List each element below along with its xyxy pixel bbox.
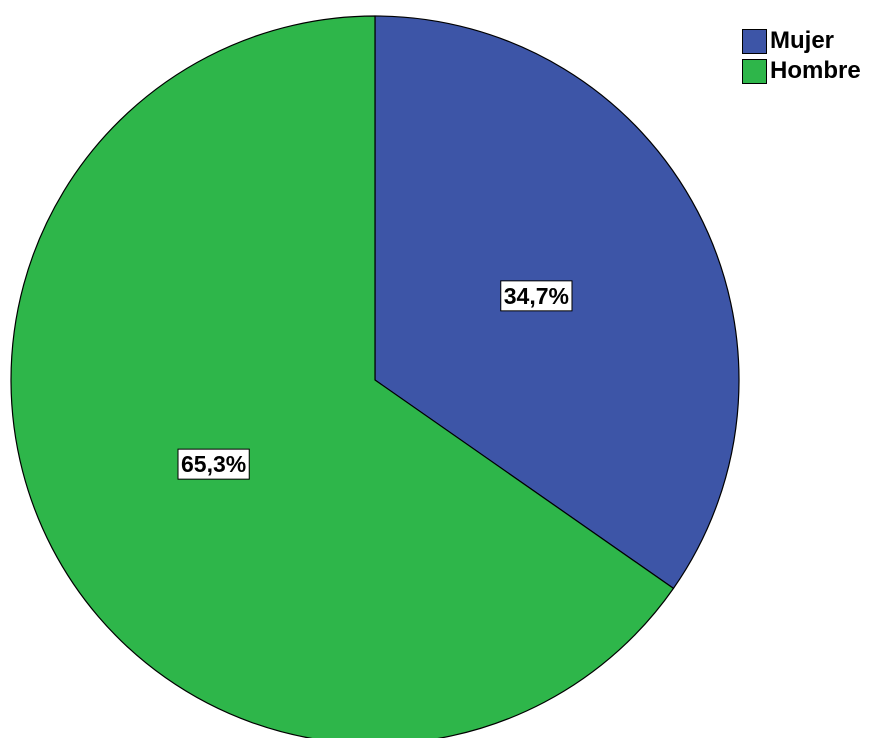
- legend-swatch-mujer: [742, 29, 767, 54]
- slice-label-hombre: 65,3%: [178, 449, 249, 479]
- legend-label-mujer: Mujer: [770, 29, 834, 53]
- pie-slices: [11, 16, 739, 738]
- legend-item-hombre: Hombre: [742, 56, 861, 86]
- legend-label-hombre: Hombre: [770, 59, 861, 83]
- legend-swatch-hombre: [742, 59, 767, 84]
- legend: Mujer Hombre: [742, 26, 861, 86]
- slice-label-mujer: 34,7%: [501, 281, 572, 311]
- slice-label-text: 34,7%: [504, 283, 569, 309]
- legend-item-mujer: Mujer: [742, 26, 861, 56]
- slice-label-text: 65,3%: [181, 451, 246, 477]
